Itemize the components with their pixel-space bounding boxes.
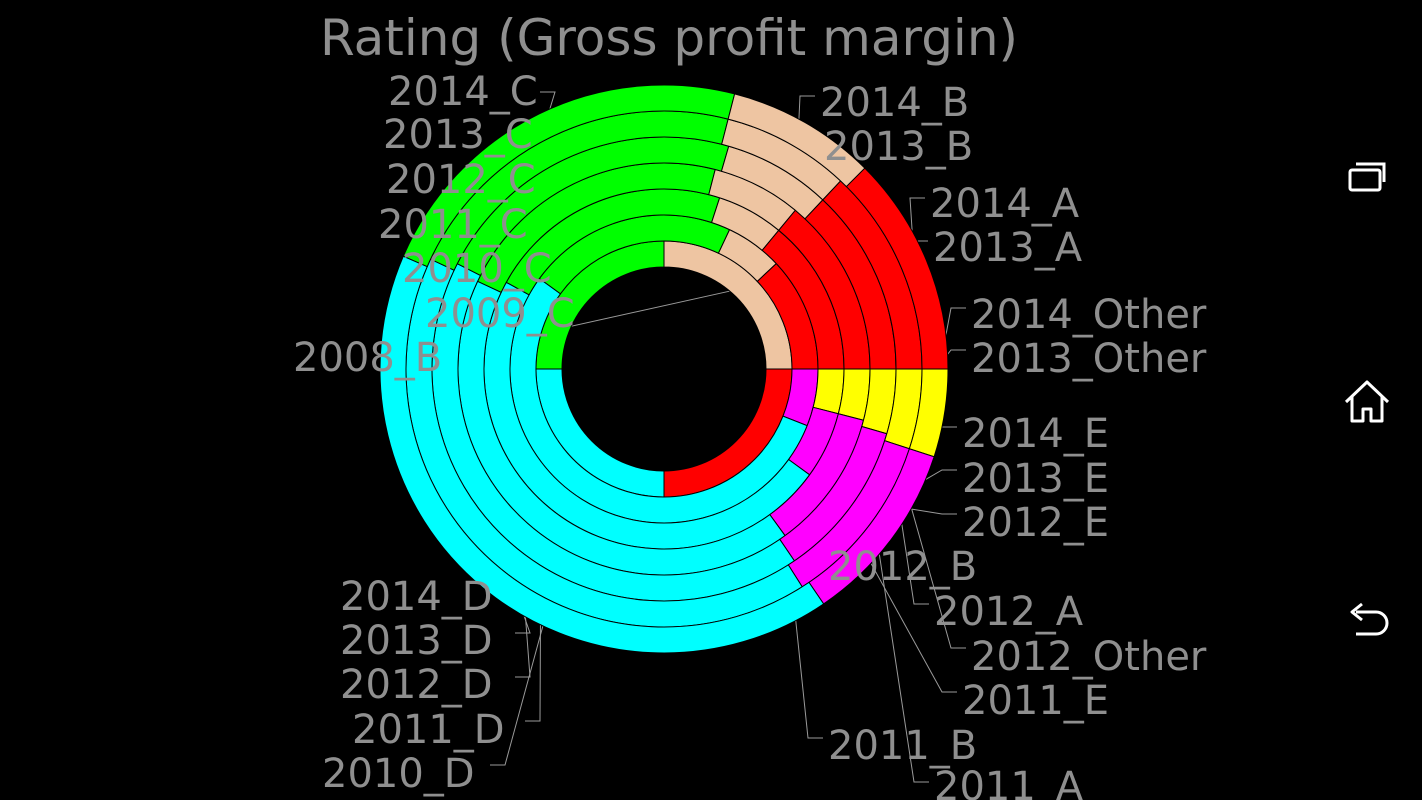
slice-2014-a	[845, 167, 949, 370]
slice-label: 2012_B	[828, 544, 977, 590]
slice-label: 2014_B	[820, 80, 969, 126]
slice-label: 2013_C	[383, 112, 533, 158]
slice-labels: 2014_C2013_C2012_C2011_C2010_C2009_C2008…	[293, 69, 1207, 800]
home-icon	[1344, 380, 1390, 423]
recent-apps-icon	[1348, 162, 1386, 192]
slice-2010-other	[812, 368, 845, 415]
chart: Rating (Gross profit margin) 2014_C2013_…	[293, 9, 1207, 800]
slice-label: 2011_B	[828, 723, 977, 769]
slice-label: 2013_D	[340, 618, 493, 664]
home-button[interactable]	[1342, 376, 1392, 426]
slice-label: 2012_Other	[971, 634, 1207, 680]
slice-label: 2010_C	[402, 246, 552, 292]
slice-label: 2010_D	[322, 751, 475, 797]
slice-label: 2014_C	[388, 69, 538, 115]
slice-label: 2011_A	[934, 764, 1084, 800]
slice-label: 2012_A	[934, 589, 1084, 635]
slice-label: 2012_D	[340, 662, 493, 708]
slice-label: 2014_A	[930, 181, 1080, 227]
slice-2014-b	[727, 93, 866, 188]
back-button[interactable]	[1342, 598, 1392, 648]
slice-label: 2013_A	[933, 225, 1083, 271]
slice-label: 2008_B	[293, 335, 442, 381]
pie-rings	[379, 84, 949, 654]
slice-label: 2014_E	[962, 411, 1109, 457]
chart-title: Rating (Gross profit margin)	[320, 9, 1018, 67]
slice-label: 2009_C	[425, 291, 575, 337]
slice-2014-d	[379, 255, 825, 654]
navigation-bar	[1310, 0, 1422, 800]
slice-label: 2012_C	[386, 157, 536, 203]
slice-label: 2014_Other	[971, 292, 1207, 338]
slice-label: 2013_Other	[971, 336, 1207, 382]
slice-label: 2012_E	[962, 500, 1109, 546]
slice-label: 2011_D	[352, 707, 505, 753]
slice-label: 2014_D	[340, 574, 493, 620]
slice-label: 2011_C	[378, 202, 528, 248]
back-icon	[1350, 602, 1389, 636]
slice-label: 2013_E	[962, 456, 1109, 502]
recent-apps-button[interactable]	[1342, 152, 1392, 202]
slice-2014-c	[402, 84, 736, 268]
slice-label: 2011_E	[962, 678, 1109, 724]
slice-label: 2013_B	[824, 124, 973, 170]
slice-2014-e	[808, 448, 935, 605]
